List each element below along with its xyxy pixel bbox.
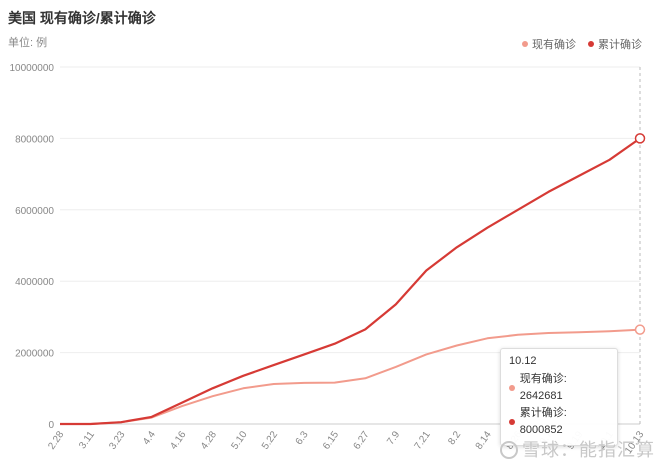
tooltip-row-current: 现有确诊: 2642681 [509,371,609,405]
x-tick-label: 3.11 [77,429,97,451]
x-tick-label: 8.14 [474,429,494,452]
snowball-logo-icon [500,441,518,459]
tooltip-value-cumulative: 累计确诊: 8000852 [519,407,567,436]
x-tick-label: 7.9 [385,429,402,447]
legend-label-current: 现有确诊 [532,39,576,51]
legend-dot-cumulative [588,41,594,47]
x-tick-label: 5.10 [229,429,249,452]
x-tick-label: 2.28 [46,429,66,452]
tooltip: 10.12 现有确诊: 2642681 累计确诊: 8000852 [500,348,618,446]
series-line-cumulative [60,137,641,426]
x-tick-label: 6.15 [321,429,341,452]
x-tick-label: 4.4 [141,429,158,447]
y-tick-label: 2000000 [15,349,54,360]
y-tick-label: 4000000 [15,277,54,288]
watermark-text: 雪球：能指汇算 [522,440,655,460]
y-tick-label: 8000000 [15,134,54,145]
x-tick-label: 4.28 [199,429,219,452]
point-marker-current [634,324,646,335]
unit-label: 单位: 例 [8,37,48,49]
watermark: 雪球：能指汇算 [500,436,655,462]
x-tick-label: 7.21 [413,429,433,452]
y-tick-label: 6000000 [15,206,54,217]
tooltip-dot-current [509,385,515,391]
tooltip-date: 10.12 [509,355,537,367]
y-tick-label: 10000000 [10,63,55,74]
x-tick-label: 4.16 [168,429,188,452]
chart-title: 美国 现有确诊/累计确诊 [8,10,156,26]
tooltip-dot-cumulative [509,419,515,425]
legend: 现有确诊 累计确诊 [522,36,642,52]
tooltip-value-current: 现有确诊: 2642681 [519,373,567,402]
x-tick-label: 6.27 [352,429,372,452]
y-tick-label: 0 [48,420,54,431]
legend-item-cumulative[interactable]: 累计确诊 [588,36,642,52]
point-marker-cumulative [634,133,646,144]
legend-item-current[interactable]: 现有确诊 [522,36,576,52]
legend-dot-current [522,41,528,47]
x-tick-label: 3.23 [107,429,127,452]
x-tick-label: 6.3 [294,429,311,447]
x-tick-label: 8.2 [446,429,463,447]
tooltip-row-cumulative: 累计确诊: 8000852 [509,405,609,439]
legend-label-cumulative: 累计确诊 [598,39,642,51]
x-tick-label: 5.22 [260,429,280,452]
